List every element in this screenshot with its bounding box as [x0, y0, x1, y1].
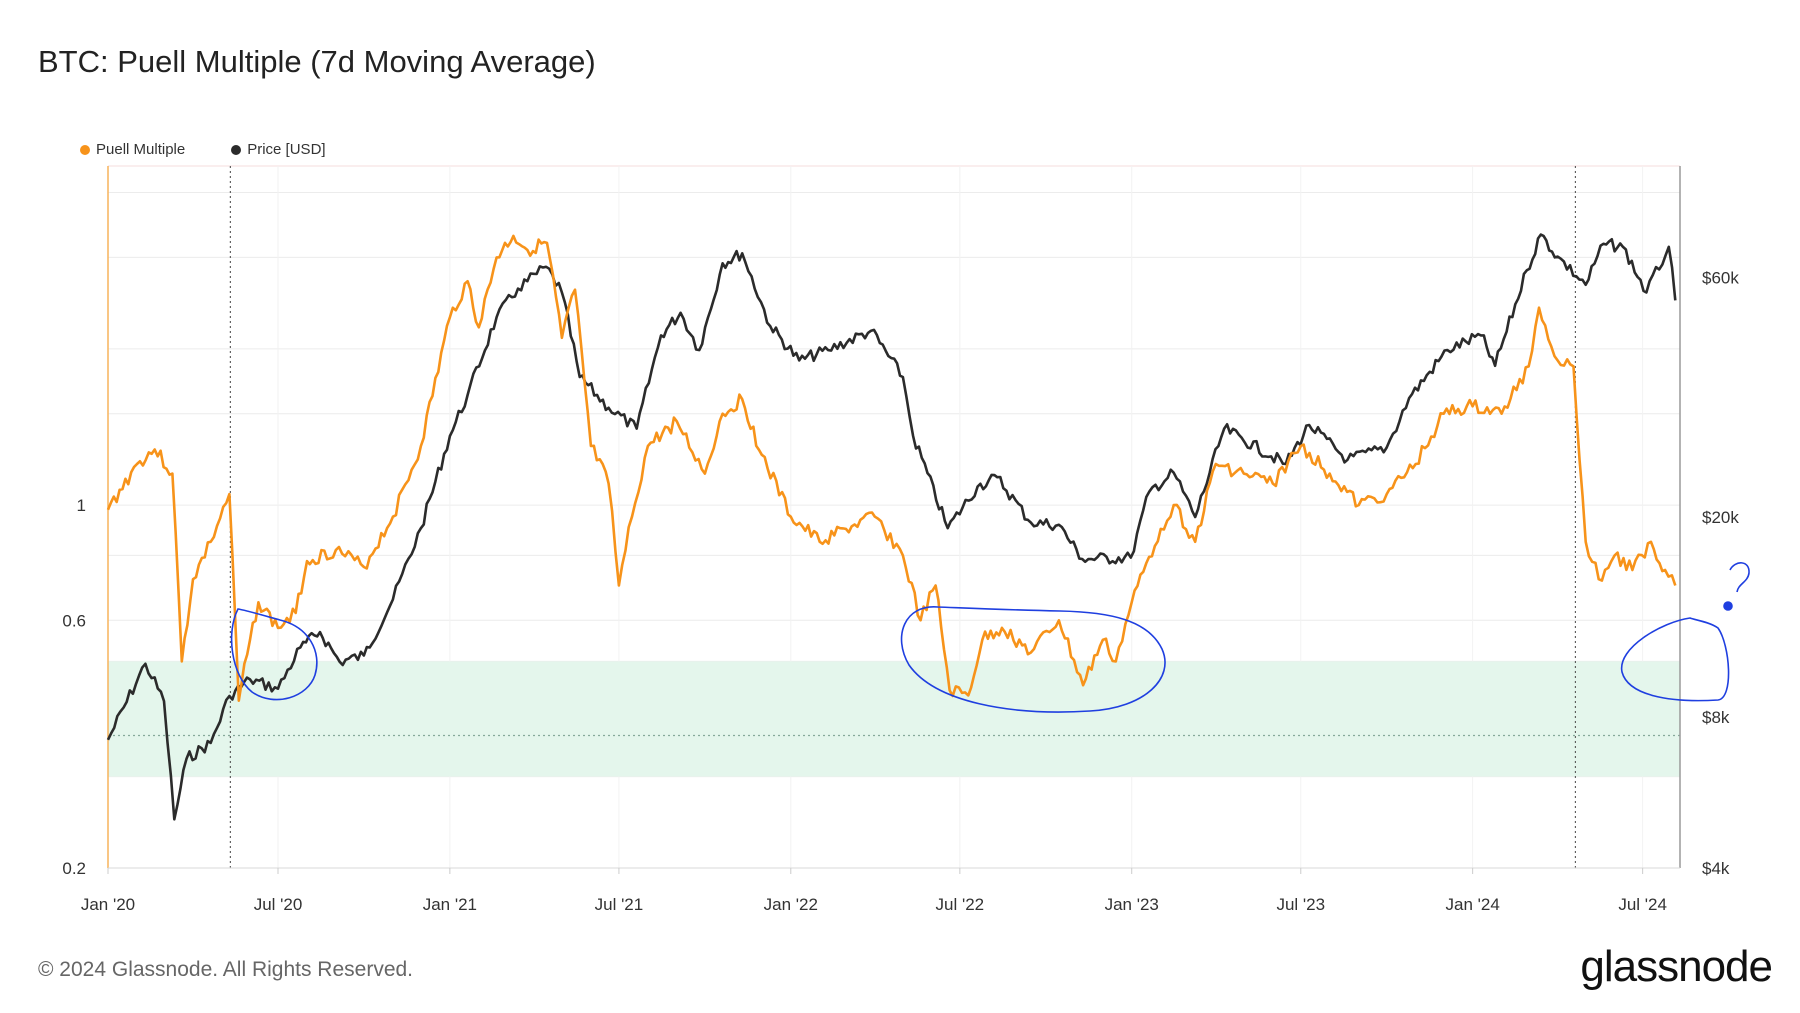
x-tick-label: Jul '24 — [1618, 895, 1667, 914]
legend-swatch-puell — [80, 144, 90, 155]
legend-swatch-price — [231, 144, 242, 155]
x-tick-label: Jul '21 — [595, 895, 644, 914]
y-right-tick-label: $60k — [1702, 268, 1739, 287]
copyright-text: © 2024 Glassnode. All Rights Reserved. — [38, 958, 414, 981]
shaded-band — [108, 661, 1680, 777]
annotation-circle-2022 — [900, 606, 1166, 713]
legend-item-price[interactable]: Price [USD] — [231, 141, 326, 158]
annotation-question-mark-hook — [1729, 562, 1750, 593]
x-tick-label: Jan '21 — [423, 895, 477, 914]
chart-title: BTC: Puell Multiple (7d Moving Average) — [38, 44, 596, 79]
y-left-tick-label: 1 — [77, 496, 86, 515]
legend-item-puell[interactable]: Puell Multiple — [80, 141, 185, 158]
legend-label-price: Price [USD] — [247, 141, 326, 158]
y-left-tick-label: 0.2 — [62, 859, 86, 878]
legend-label-puell: Puell Multiple — [96, 141, 186, 158]
x-tick-label: Jul '23 — [1276, 895, 1325, 914]
glassnode-logo: glassnode — [1580, 942, 1773, 991]
right-y-axis: $60k $20k $8k $4k — [1702, 268, 1739, 878]
x-tick-label: Jul '20 — [254, 895, 303, 914]
x-tick-label: Jan '24 — [1445, 895, 1499, 914]
x-tick-label: Jul '22 — [936, 895, 985, 914]
x-axis: Jan '20 Jul '20 Jan '21 Jul '21 Jan '22 Jul '… — [81, 868, 1667, 914]
series-line-price — [106, 233, 1677, 821]
left-y-axis: 1 0.6 0.2 — [62, 496, 86, 878]
x-tick-label: Jan '22 — [764, 895, 818, 914]
annotation-question-mark-dot — [1723, 601, 1733, 611]
x-tick-label: Jan '23 — [1105, 895, 1159, 914]
annotation-circle-2020 — [230, 608, 318, 701]
y-right-tick-label: $20k — [1702, 508, 1739, 527]
chart-legend: Puell Multiple Price [USD] — [80, 141, 326, 158]
annotation-circle-2024 — [1621, 617, 1730, 702]
series-line-puell — [106, 234, 1677, 702]
y-left-tick-label: 0.6 — [62, 611, 86, 630]
x-tick-label: Jan '20 — [81, 895, 135, 914]
y-right-tick-label: $4k — [1702, 859, 1730, 878]
y-right-tick-label: $8k — [1702, 708, 1730, 727]
hand-drawn-annotations — [230, 562, 1750, 713]
